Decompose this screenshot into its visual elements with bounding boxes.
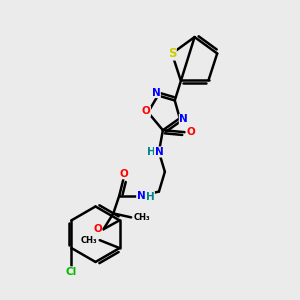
Text: H: H <box>146 192 154 202</box>
Text: S: S <box>168 47 176 60</box>
Text: CH₃: CH₃ <box>133 213 150 222</box>
Text: N: N <box>137 190 146 201</box>
Text: N: N <box>152 88 160 98</box>
Text: CH₃: CH₃ <box>81 236 98 245</box>
Text: H: H <box>147 147 155 157</box>
Text: N: N <box>179 114 188 124</box>
Text: O: O <box>142 106 150 116</box>
Text: O: O <box>186 127 195 137</box>
Text: O: O <box>93 224 102 234</box>
Text: O: O <box>120 169 129 179</box>
Text: Cl: Cl <box>66 267 77 277</box>
Text: N: N <box>154 147 163 157</box>
